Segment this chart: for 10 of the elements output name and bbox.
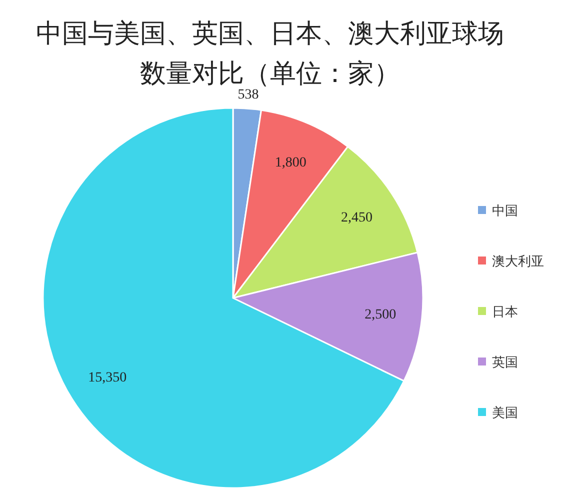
legend-label: 美国 [492,405,518,421]
legend-label: 中国 [492,204,518,219]
data-label: 2,450 [341,210,373,226]
data-label: 538 [238,87,259,102]
legend-label: 澳大利亚 [492,254,544,270]
data-label: 15,350 [88,370,127,386]
data-label: 1,800 [274,155,306,170]
legend-label: 日本 [492,305,518,320]
legend-label: 英国 [492,356,518,370]
data-label: 2,500 [364,308,396,323]
